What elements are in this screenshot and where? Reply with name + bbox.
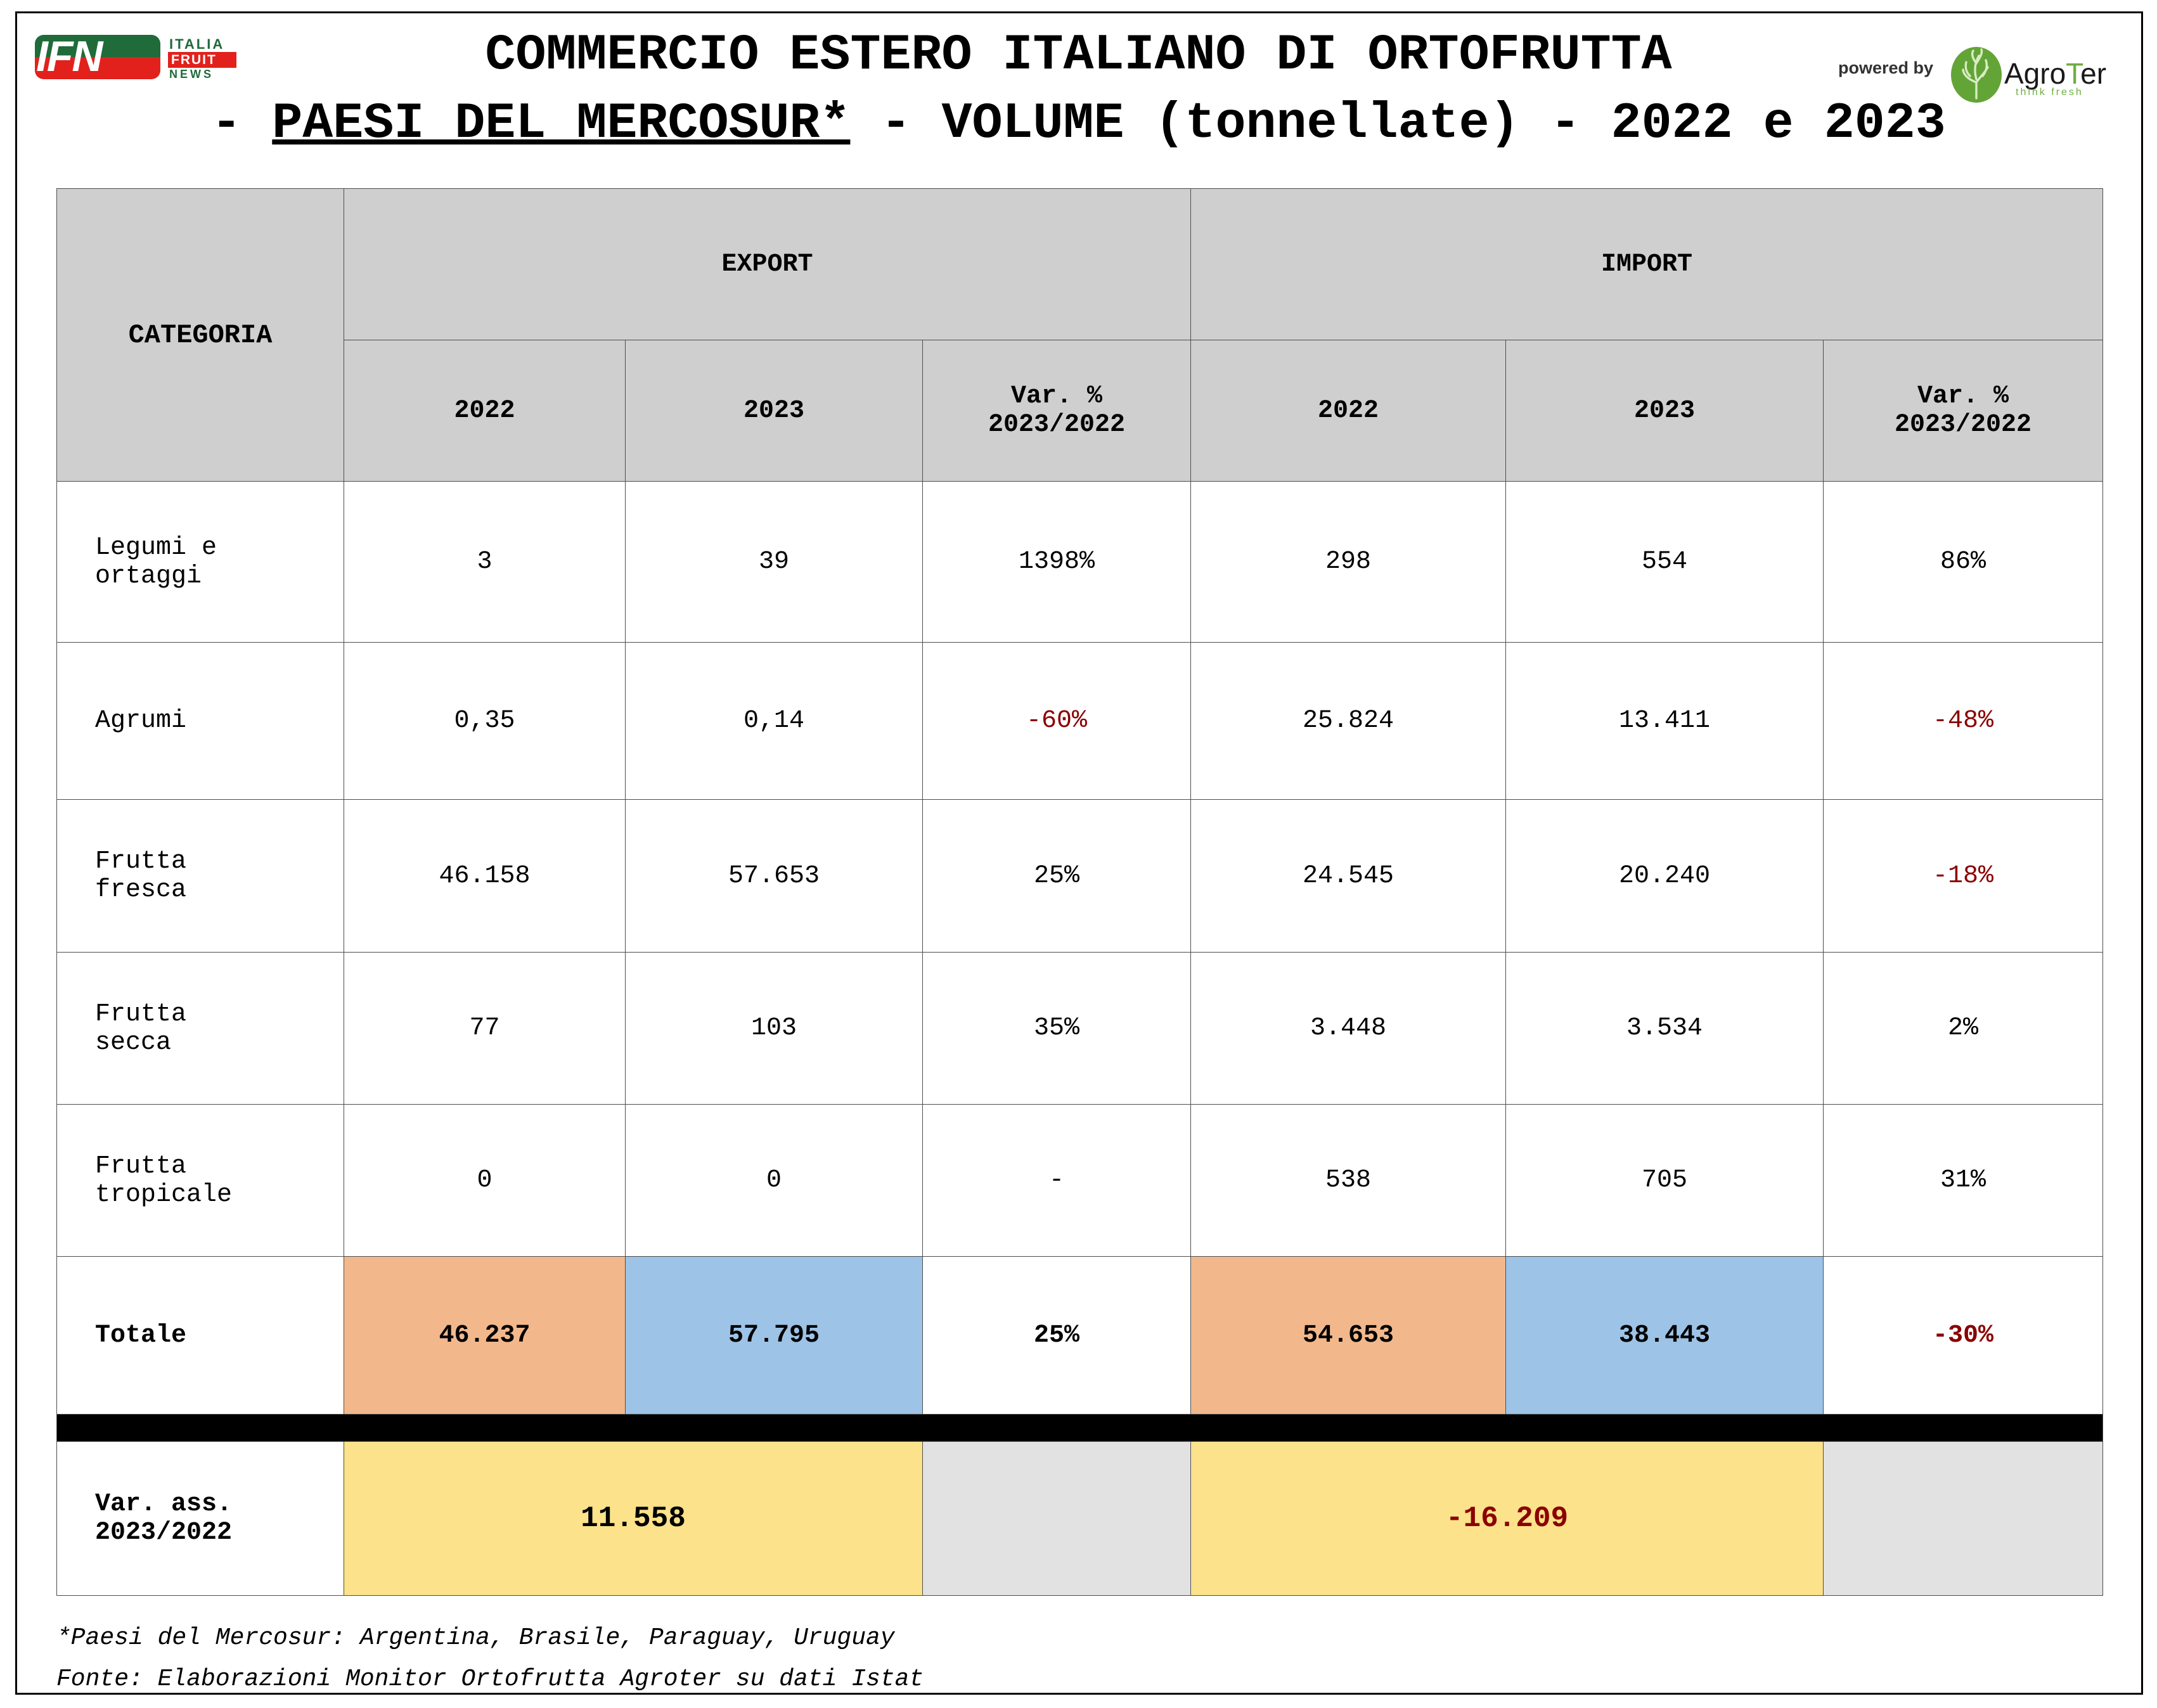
svg-text:think fresh: think fresh	[2016, 87, 2083, 98]
svg-text:AgroTer: AgroTer	[2004, 57, 2106, 90]
svg-text:powered by: powered by	[1838, 58, 1933, 77]
